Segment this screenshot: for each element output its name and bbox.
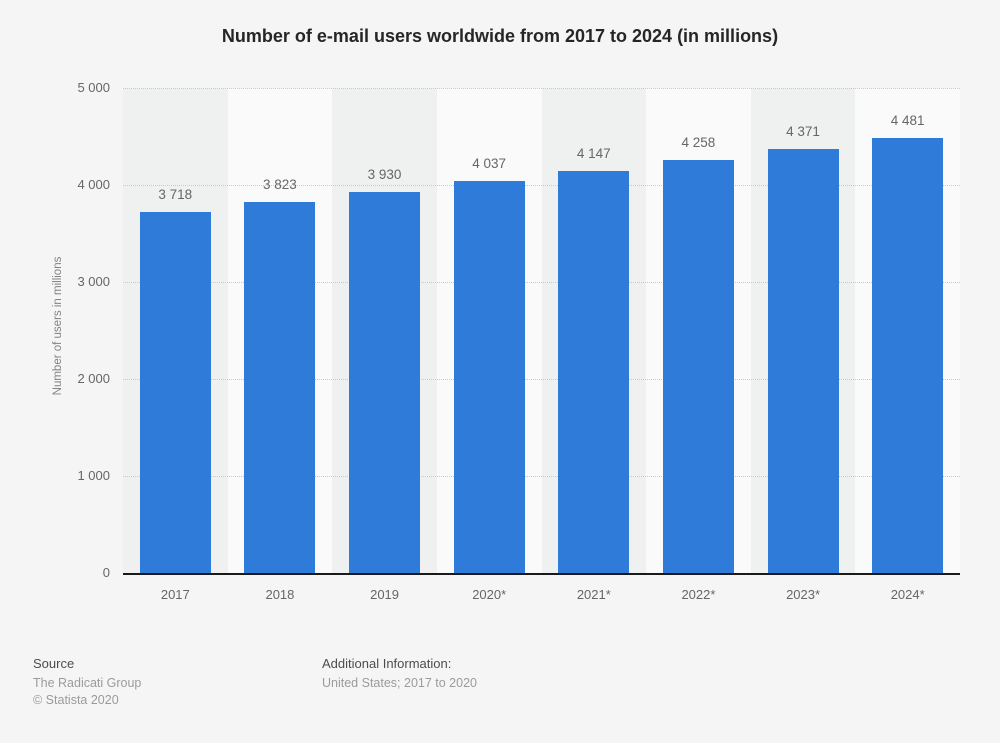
- bar-value-label: 4 371: [786, 124, 820, 140]
- source-block: Source The Radicati Group © Statista 202…: [33, 656, 141, 708]
- gridline: [123, 88, 960, 89]
- x-tick-label: 2022*: [681, 587, 716, 602]
- source-label: Source: [33, 656, 75, 671]
- gridline: [123, 476, 960, 477]
- gridline: [123, 185, 960, 186]
- gridline: [123, 282, 960, 283]
- bar[interactable]: [558, 170, 630, 573]
- bar[interactable]: [139, 212, 211, 573]
- x-tick-label: 2020*: [472, 587, 507, 602]
- bar[interactable]: [453, 181, 525, 573]
- bar[interactable]: [244, 202, 316, 573]
- bar-value-label: 3 718: [158, 187, 193, 203]
- y-tick-label: 5 000: [77, 80, 110, 95]
- additional-info-label: Additional Information:: [322, 656, 452, 671]
- additional-info-text: United States; 2017 to 2020: [322, 676, 477, 690]
- y-tick-label: 0: [102, 565, 110, 580]
- y-tick-label: 1 000: [77, 468, 110, 483]
- y-tick-label: 2 000: [77, 371, 110, 386]
- bar[interactable]: [349, 191, 421, 573]
- x-tick-label: 2023*: [786, 587, 821, 602]
- y-axis-title: Number of users in millions: [52, 256, 64, 396]
- x-tick-label: 2024*: [890, 587, 925, 602]
- source-name: The Radicati Group: [33, 676, 142, 690]
- bar-value-label: 4 147: [576, 145, 611, 161]
- x-tick-label: 2017: [160, 587, 190, 602]
- bar-value-label: 3 930: [367, 166, 402, 182]
- y-tick-label: 4 000: [77, 177, 110, 192]
- bar-value-label: 4 258: [681, 134, 716, 150]
- bar[interactable]: [872, 138, 944, 573]
- chart-title: Number of e-mail users worldwide from 20…: [221, 26, 779, 46]
- bar-value-label: 4 481: [890, 113, 925, 129]
- x-tick-label: 2019: [370, 587, 400, 602]
- x-tick-label: 2018: [265, 587, 295, 602]
- statista-copyright: © Statista 2020: [33, 692, 119, 707]
- bar-value-label: 4 037: [472, 156, 507, 172]
- y-tick-label: 3 000: [77, 274, 110, 289]
- plot-area: 3 718 3 823 3 930 4 037 4 147 4 258 4 371 4 481: [123, 88, 960, 575]
- x-tick-label: 2021*: [576, 587, 611, 602]
- bar[interactable]: [662, 159, 734, 573]
- bar[interactable]: [767, 149, 839, 573]
- bar-value-label: 3 823: [263, 177, 297, 193]
- gridline: [123, 379, 960, 380]
- additional-info-block: Additional Information: United States; 2…: [322, 656, 477, 692]
